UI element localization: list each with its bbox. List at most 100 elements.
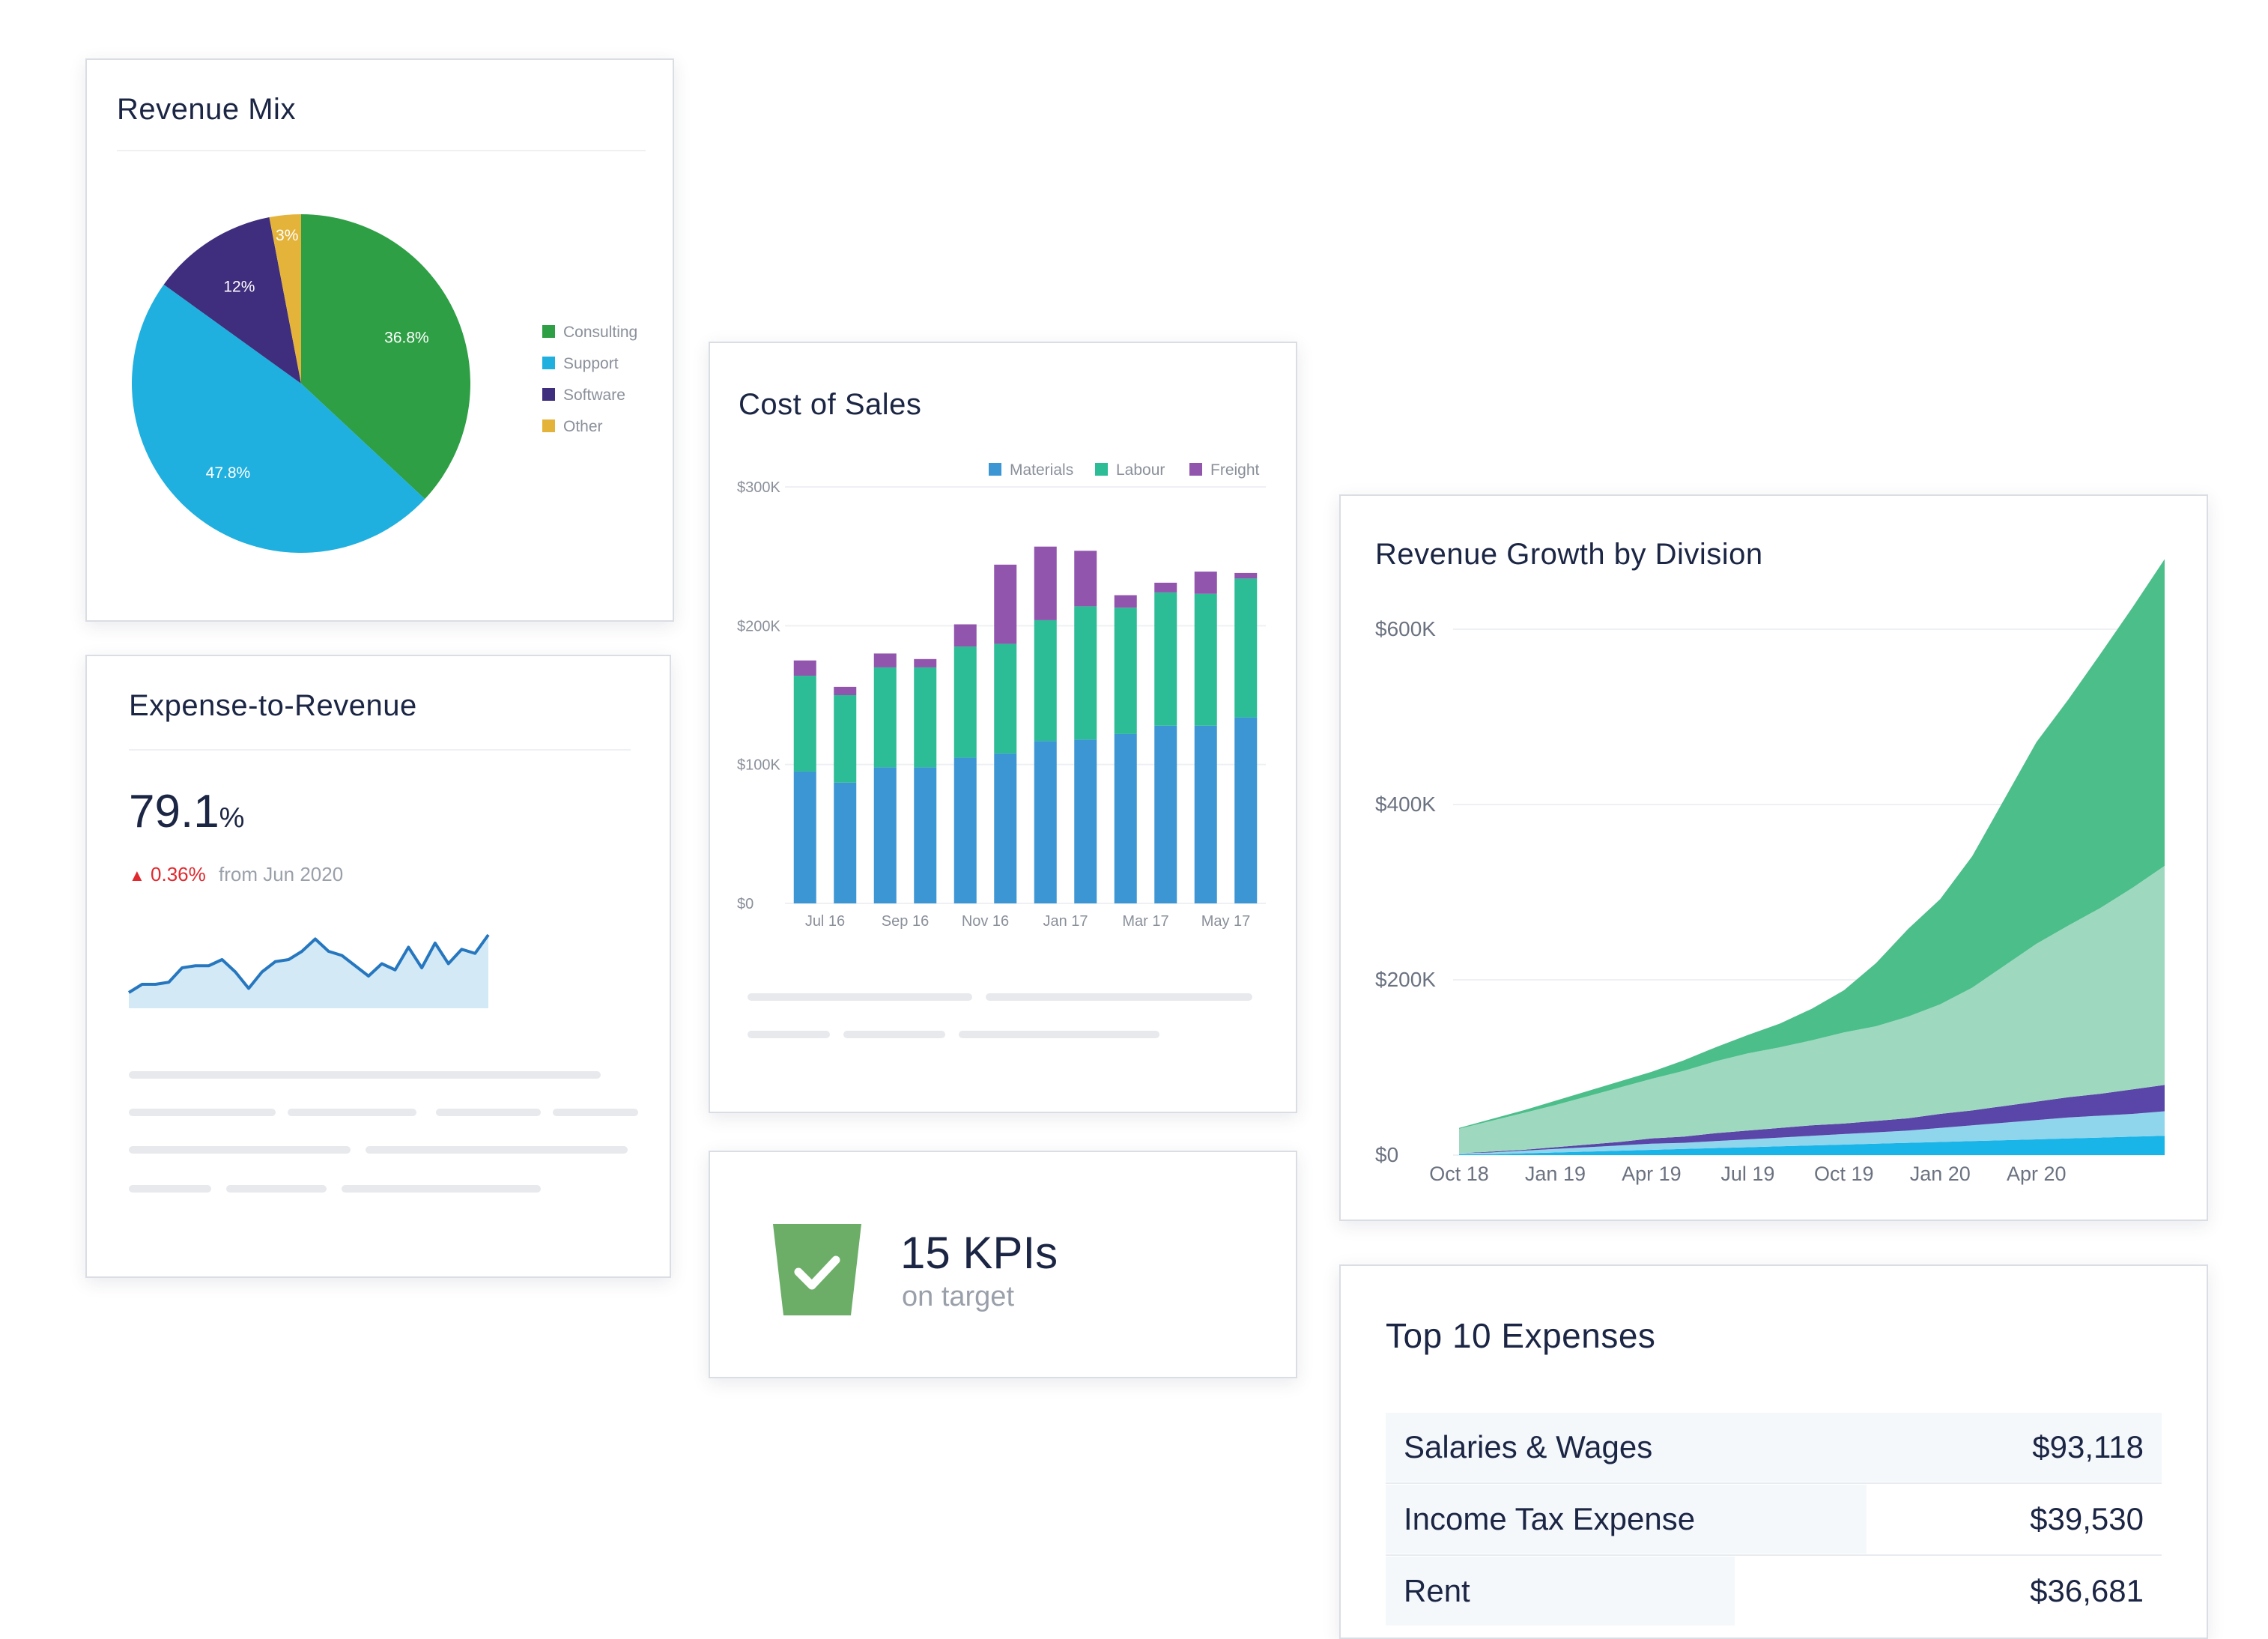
bar-materials — [953, 757, 977, 903]
legend-label-consulting: Consulting — [563, 324, 637, 341]
y-tick-label: $200K — [737, 618, 780, 634]
divider — [117, 150, 646, 151]
pie-slice-consulting — [301, 214, 470, 500]
row-divider — [1386, 1554, 2162, 1556]
y-tick-label: $0 — [737, 896, 754, 912]
x-tick-label: Apr 19 — [1622, 1163, 1682, 1185]
expense-to-revenue-card: Expense-to-Revenue 79.1% ▲ 0.36% from Ju… — [85, 655, 671, 1278]
placeholder-line — [129, 1109, 276, 1116]
legend-swatch — [1095, 463, 1108, 476]
y-tick-label: $300K — [737, 479, 780, 496]
y-tick-label: $100K — [737, 757, 780, 774]
pie-slice-support — [132, 284, 425, 553]
placeholder-line — [553, 1109, 638, 1116]
placeholder-line — [843, 1031, 945, 1038]
x-tick-label: Sep 16 — [882, 913, 929, 930]
area-series-5 — [1459, 559, 2165, 1129]
expense-label: Salaries & Wages — [1404, 1429, 1653, 1464]
kpi-count: 15 KPIs — [900, 1228, 1058, 1278]
expense-label: Rent — [1404, 1573, 1470, 1608]
bar-materials — [873, 767, 897, 903]
x-tick-label: Jul 19 — [1720, 1163, 1774, 1185]
placeholder-line — [986, 993, 1252, 1001]
x-tick-label: Mar 17 — [1122, 913, 1168, 930]
placeholder-line — [342, 1185, 541, 1193]
x-tick-label: Apr 20 — [2007, 1163, 2067, 1185]
bar-freight — [914, 658, 937, 667]
x-tick-label: Oct 19 — [1814, 1163, 1874, 1185]
bar-materials — [1234, 717, 1258, 903]
expense-ratio-sparkline — [127, 933, 490, 1008]
top-expenses-card: Top 10 Expenses Salaries & Wages $93,118 I… — [1339, 1264, 2208, 1639]
placeholder-line — [129, 1146, 351, 1154]
y-tick-label: $0 — [1375, 1143, 1398, 1166]
legend-label-other: Other — [563, 418, 603, 435]
revenue-mix-title: Revenue Mix — [117, 93, 296, 126]
revenue-mix-pie-chart: 36.8% 47.8% 12% 3% Consulting Support Software… — [132, 214, 637, 553]
bar-freight — [953, 624, 977, 647]
bar-labour — [1234, 578, 1258, 718]
y-tick-label: $200K — [1375, 968, 1436, 991]
x-tick-label: Nov 16 — [962, 913, 1009, 930]
legend-swatch — [542, 325, 555, 338]
revenue-growth-card: Revenue Growth by Division $0 $200K $400K $… — [1339, 494, 2208, 1221]
checkmark-shield-icon — [773, 1224, 861, 1315]
y-tick-label: $600K — [1375, 617, 1436, 640]
expense-row[interactable]: Income Tax Expense $39,530 — [1386, 1485, 2162, 1554]
bar-freight — [834, 686, 857, 695]
sparkline-area — [129, 935, 488, 1008]
x-tick-label: Jul 16 — [805, 913, 845, 930]
pie-slice-label: 36.8% — [384, 330, 429, 347]
bar-freight — [1114, 595, 1137, 608]
bar-materials — [1114, 733, 1137, 903]
bar-freight — [1194, 572, 1217, 594]
legend-label-freight: Freight — [1210, 461, 1260, 479]
bar-freight — [873, 653, 897, 667]
bar-freight — [994, 564, 1017, 644]
bar-materials — [1154, 725, 1177, 903]
bar-labour — [793, 676, 816, 772]
placeholder-line — [226, 1185, 327, 1193]
bar-freight — [1234, 572, 1258, 579]
area-series-2 — [1459, 1111, 2165, 1154]
placeholder-line — [129, 1071, 601, 1079]
bar-freight — [1034, 546, 1057, 620]
placeholder-line — [748, 993, 972, 1001]
revenue-mix-card: Revenue Mix 36.8% 47.8% 12% 3% Consulting Sup… — [85, 58, 674, 622]
legend-swatch — [989, 463, 1001, 476]
divider — [129, 749, 631, 751]
bar-freight — [793, 660, 816, 676]
bar-labour — [1114, 608, 1137, 734]
revenue-growth-title: Revenue Growth by Division — [1375, 538, 1763, 571]
bar-labour — [914, 667, 937, 768]
expense-row[interactable]: Salaries & Wages $93,118 — [1386, 1413, 2162, 1482]
area-series-4 — [1459, 865, 2165, 1154]
pie-slice-software — [163, 217, 301, 384]
pie-slice-label: 3% — [276, 227, 298, 244]
pie-slice-other — [269, 214, 301, 384]
bar-materials — [834, 782, 857, 903]
placeholder-line — [366, 1146, 628, 1154]
bar-labour — [1154, 592, 1177, 726]
expense-ratio-unit: % — [219, 802, 245, 834]
bar-labour — [994, 643, 1017, 754]
expense-label: Income Tax Expense — [1404, 1501, 1696, 1536]
bar-materials — [914, 767, 937, 903]
x-tick-label: Oct 18 — [1429, 1163, 1489, 1185]
bar-materials — [994, 753, 1017, 903]
cost-of-sales-bar-chart: $0 $100K $200K $300K Jul 16 Sep 16 Nov 16 Jan 1… — [737, 461, 1266, 930]
legend-swatch — [1189, 463, 1202, 476]
expense-ratio-number: 79.1 — [129, 786, 219, 837]
kpi-status: on target — [902, 1281, 1014, 1312]
placeholder-line — [959, 1031, 1159, 1038]
bar-freight — [1154, 582, 1177, 593]
pie-slice-label: 47.8% — [206, 464, 251, 482]
sparkline-line — [127, 933, 490, 994]
expense-row[interactable]: Rent $36,681 — [1386, 1557, 2162, 1626]
bar-labour — [1194, 593, 1217, 726]
expense-share-bar — [1386, 1485, 1867, 1554]
cost-of-sales-title: Cost of Sales — [739, 388, 922, 421]
x-tick-label: Jan 19 — [1525, 1163, 1586, 1185]
legend-swatch — [542, 419, 555, 432]
expense-ratio-value: 79.1% — [129, 785, 244, 838]
